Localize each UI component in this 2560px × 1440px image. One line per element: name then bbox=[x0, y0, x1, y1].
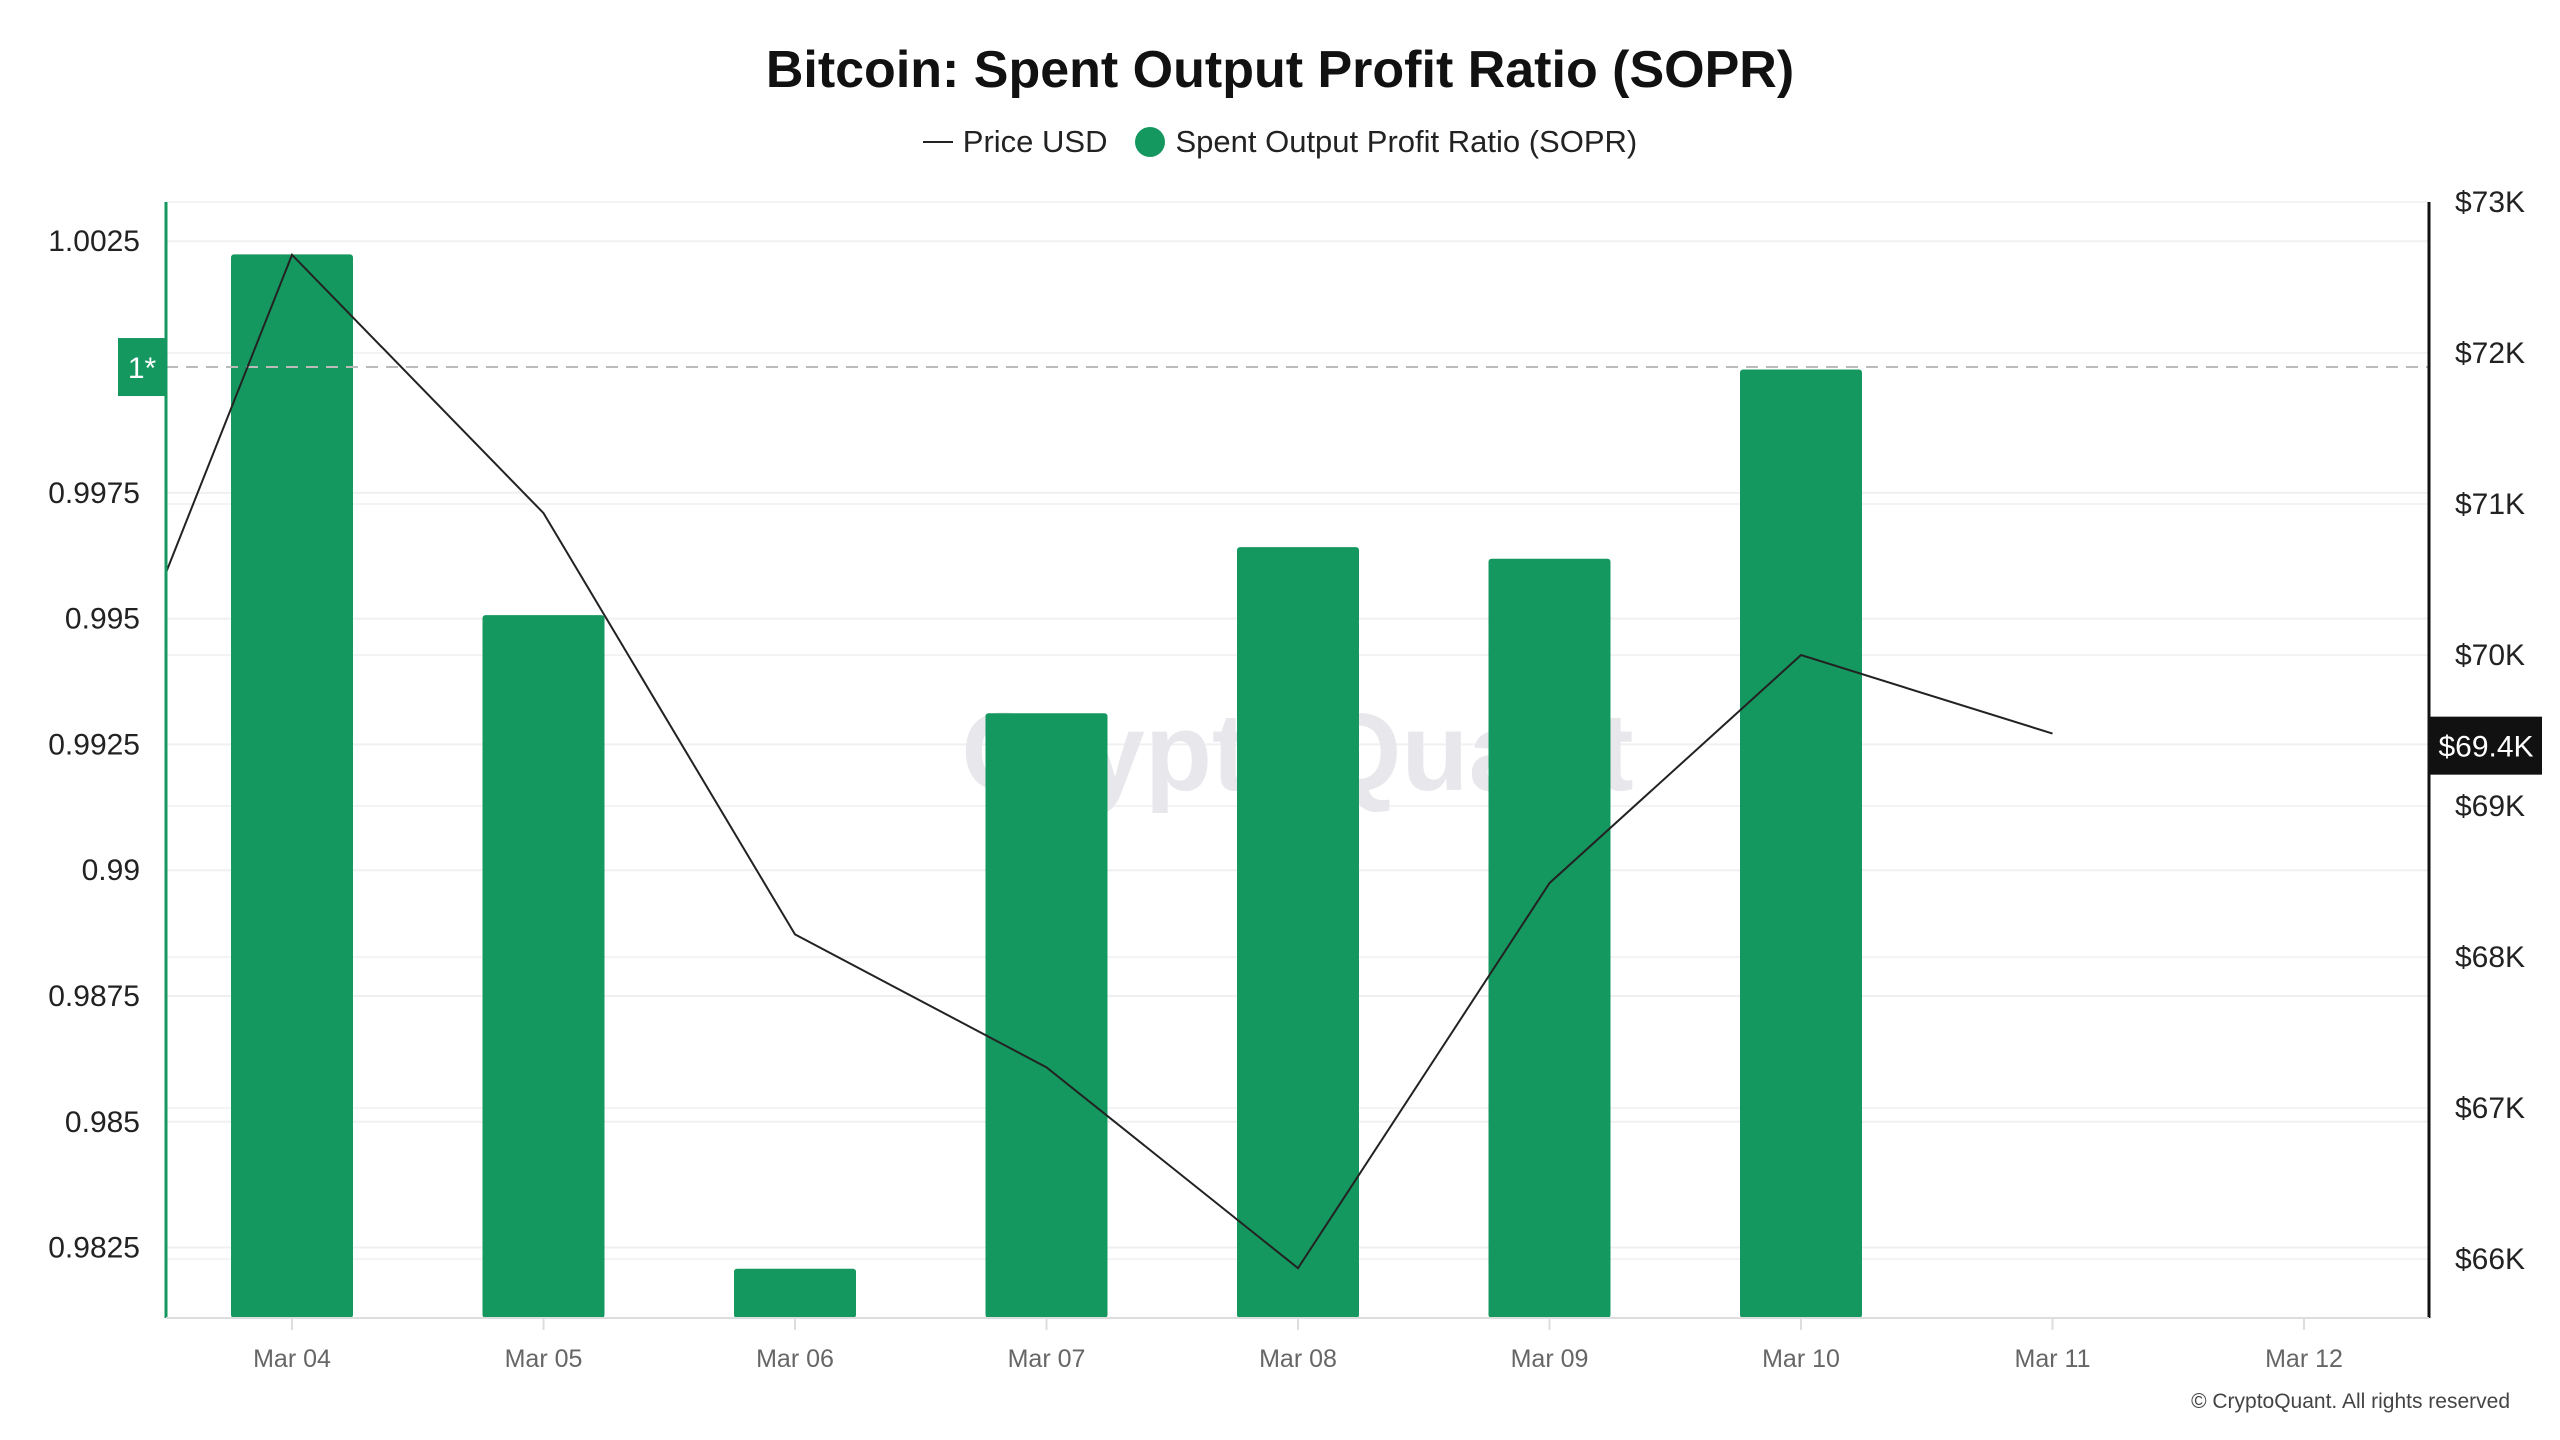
chart-title: Bitcoin: Spent Output Profit Ratio (SOPR… bbox=[765, 41, 1795, 99]
reference-badge bbox=[118, 338, 166, 397]
x-tick-label: Mar 04 bbox=[253, 1345, 331, 1373]
x-tick-label: Mar 09 bbox=[1511, 1345, 1589, 1373]
last-price-label: $69.4K bbox=[2438, 731, 2533, 764]
y-right-tick-label: $70K bbox=[2455, 639, 2525, 672]
price-line bbox=[165, 253, 2053, 1270]
y-right-tick-label: $68K bbox=[2455, 941, 2525, 974]
y-left-tick-label: 0.985 bbox=[65, 1106, 140, 1139]
y-left-tick-label: 0.995 bbox=[65, 603, 140, 636]
bar-mar-08 bbox=[1237, 547, 1359, 1318]
y-right-tick-label: $72K bbox=[2455, 337, 2525, 370]
bar-mar-05 bbox=[482, 615, 605, 1318]
copyright: © CryptoQuant. All rights reserved bbox=[2191, 1390, 2510, 1413]
y-left-tick-label: 0.9925 bbox=[48, 728, 140, 761]
x-tick-label: Mar 08 bbox=[1259, 1345, 1337, 1373]
bar-mar-07 bbox=[985, 713, 1108, 1318]
bar-mar-04 bbox=[231, 254, 353, 1318]
x-tick-label: Mar 05 bbox=[505, 1345, 583, 1373]
y-left-tick-label: 0.9875 bbox=[48, 980, 140, 1013]
x-tick-label: Mar 11 bbox=[2015, 1345, 2091, 1373]
x-tick-label: Mar 07 bbox=[1008, 1345, 1086, 1373]
legend-label-price: Price USD bbox=[962, 124, 1108, 159]
y-left-tick-label: 1.0025 bbox=[48, 225, 140, 258]
y-right-tick-label: $73K bbox=[2455, 186, 2525, 219]
x-tick-label: Mar 10 bbox=[1762, 1345, 1840, 1373]
bar-mar-10 bbox=[1740, 369, 1862, 1319]
bar-mar-09 bbox=[1488, 558, 1611, 1318]
legend-item-price[interactable]: Price USD bbox=[922, 124, 1108, 160]
legend: Price USD Spent Output Profit Ratio (SOP… bbox=[0, 124, 2560, 160]
x-tick-label: Mar 12 bbox=[2265, 1345, 2343, 1373]
bar-mar-06 bbox=[734, 1268, 856, 1318]
x-tick-label: Mar 06 bbox=[756, 1345, 834, 1373]
y-left-tick-label: 0.9975 bbox=[48, 477, 140, 510]
y-right-tick-label: $66K bbox=[2455, 1243, 2525, 1276]
legend-label-sopr: Spent Output Profit Ratio (SOPR) bbox=[1175, 124, 1638, 159]
last-price-badge bbox=[2430, 716, 2542, 775]
circle-marker-icon bbox=[1135, 127, 1166, 157]
line-marker-icon bbox=[922, 141, 953, 143]
legend-item-sopr[interactable]: Spent Output Profit Ratio (SOPR) bbox=[1135, 124, 1637, 160]
y-right-tick-label: $67K bbox=[2455, 1092, 2525, 1125]
y-right-tick-label: $71K bbox=[2455, 488, 2525, 521]
y-left-tick-label: 0.99 bbox=[82, 854, 140, 887]
reference-label: 1* bbox=[128, 352, 157, 385]
y-left-tick-label: 0.9825 bbox=[48, 1232, 140, 1265]
y-right-tick-label: $69K bbox=[2455, 790, 2525, 823]
